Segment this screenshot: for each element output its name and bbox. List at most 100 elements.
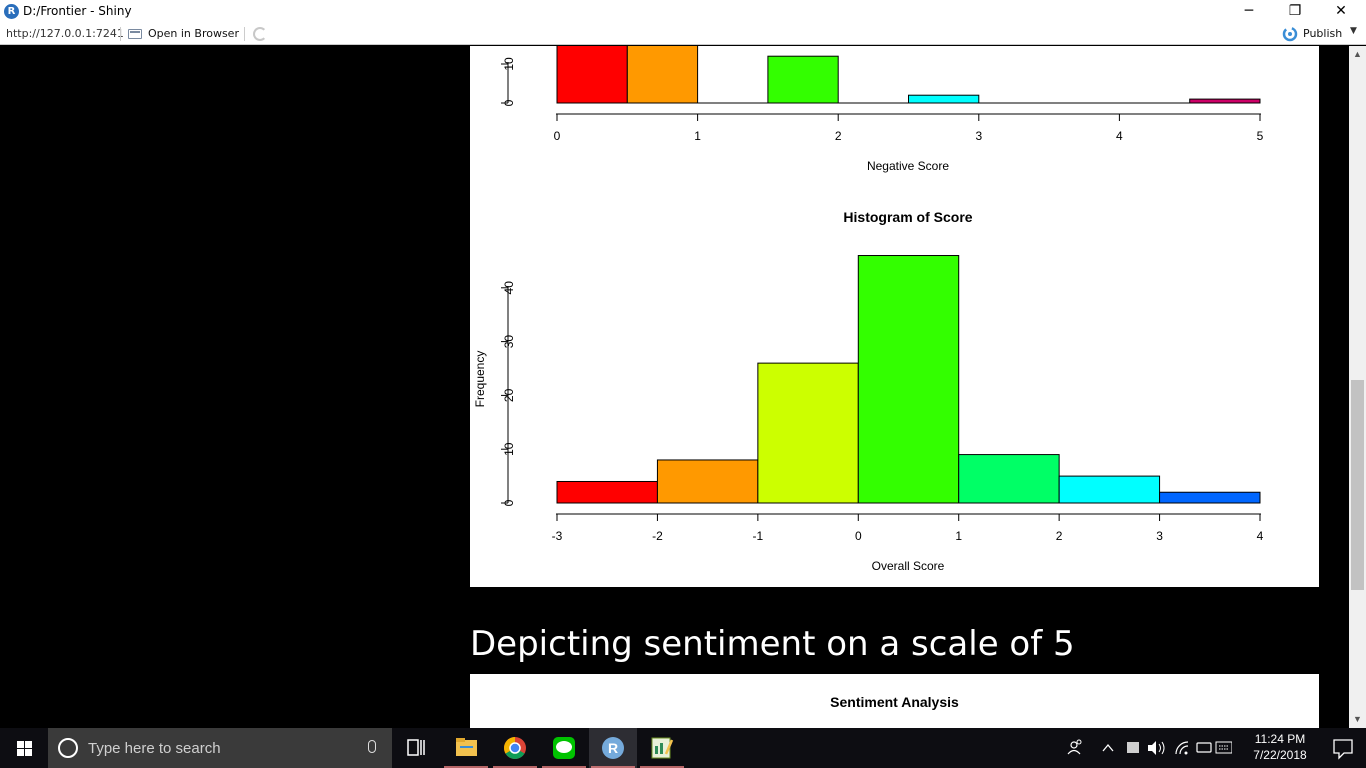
score-bar-1 <box>656 459 759 504</box>
r-app-icon: R <box>602 737 624 759</box>
negative-bar-5 <box>908 94 980 104</box>
score-x-tick-label: -1 <box>753 529 764 543</box>
section-heading: Depicting sentiment on a scale of 5 <box>470 624 1075 664</box>
negative-bar-9 <box>1189 98 1261 104</box>
scroll-down-arrow-icon[interactable]: ▼ <box>1353 714 1362 724</box>
negative-x-tick-label: 1 <box>694 129 701 143</box>
window-title: D:/Frontier - Shiny <box>23 4 132 18</box>
score-bar-0 <box>556 480 658 504</box>
taskbar-line[interactable] <box>540 728 588 768</box>
negative-bar-3 <box>767 55 839 104</box>
score-bar-2 <box>757 362 859 504</box>
notepad-icon <box>651 737 674 759</box>
score-y-tick-label: 10 <box>502 442 516 456</box>
score-x-tick-label: 4 <box>1257 529 1264 543</box>
refresh-icon[interactable] <box>253 27 267 41</box>
score-x-tick-label: 0 <box>855 529 862 543</box>
taskbar-chrome[interactable] <box>491 728 539 768</box>
svg-text:R: R <box>608 740 618 756</box>
score-x-tick-label: 2 <box>1056 529 1063 543</box>
close-button[interactable]: ✕ <box>1335 3 1347 19</box>
negative-bar-0 <box>556 46 628 104</box>
score-y-label: Frequency <box>473 351 487 408</box>
negative-x-tick-label: 0 <box>554 129 561 143</box>
score-y-tick-label: 30 <box>502 335 516 349</box>
score-bar-4 <box>958 454 1060 504</box>
negative-y-tick-label: 0 <box>502 99 516 106</box>
negative-score-bars <box>556 46 1261 104</box>
score-x-tick-label: 3 <box>1156 529 1163 543</box>
negative-y-tick-label: 10 <box>502 57 516 71</box>
address-bar: http://127.0.0.1:7241 Open in Browser Pu… <box>0 23 1366 45</box>
negative-x-label: Negative Score <box>867 159 949 173</box>
task-view-icon <box>407 739 425 756</box>
taskbar-search[interactable]: Type here to search <box>48 728 392 768</box>
chrome-icon <box>504 737 526 759</box>
negative-x-tick-label: 5 <box>1257 129 1264 143</box>
notifications-icon[interactable] <box>1322 728 1366 768</box>
score-x-tick-label: -2 <box>652 529 663 543</box>
browser-window-icon[interactable] <box>128 29 142 39</box>
scroll-thumb[interactable] <box>1351 380 1364 590</box>
score-x-tick-label: 1 <box>955 529 962 543</box>
negative-x-tick-label: 2 <box>835 129 842 143</box>
score-y-tick-label: 40 <box>502 281 516 295</box>
negative-x-tick-label: 3 <box>975 129 982 143</box>
microphone-icon[interactable] <box>368 740 376 753</box>
task-view-button[interactable] <box>392 728 440 768</box>
search-input[interactable]: Type here to search <box>88 740 221 757</box>
taskbar-editor[interactable] <box>638 728 686 768</box>
score-bar-3 <box>857 255 960 504</box>
score-x-label: Overall Score <box>872 559 945 573</box>
sentiment-chart-title: Sentiment Analysis <box>830 694 959 710</box>
taskbar: Type here to search <box>0 728 1366 768</box>
keyboard-icon[interactable] <box>1215 741 1232 754</box>
power-plug-icon[interactable] <box>1196 742 1212 753</box>
folder-icon <box>456 738 477 756</box>
clock-date: 7/22/2018 <box>1253 748 1307 762</box>
score-y-tick-label: 0 <box>502 499 516 506</box>
running-indicator <box>444 766 488 768</box>
battery-icon[interactable] <box>1127 742 1139 753</box>
score-y-tick-label: 20 <box>502 388 516 402</box>
chevron-up-icon[interactable] <box>1102 743 1114 752</box>
running-indicator <box>640 766 684 768</box>
score-bar-6 <box>1159 491 1261 504</box>
score-bars <box>556 255 1261 504</box>
running-indicator <box>542 766 586 768</box>
negative-bar-1 <box>626 46 699 104</box>
minimize-button[interactable]: ─ <box>1244 3 1254 19</box>
people-icon[interactable] <box>1067 739 1082 755</box>
chevron-down-icon[interactable]: ▼ <box>1350 26 1357 36</box>
divider <box>244 27 245 41</box>
publish-icon[interactable] <box>1282 26 1298 42</box>
sentiment-panel: Sentiment Analysis <box>470 674 1319 728</box>
volume-icon[interactable] <box>1148 741 1165 755</box>
start-button[interactable] <box>0 728 48 768</box>
running-indicator <box>493 766 537 768</box>
score-bar-5 <box>1058 475 1161 504</box>
cortana-icon <box>58 738 78 758</box>
clock[interactable]: 11:24 PM 7/22/2018 <box>1244 731 1316 763</box>
taskbar-file-explorer[interactable] <box>442 728 490 768</box>
vertical-scrollbar[interactable]: ▲ ▼ <box>1349 46 1366 728</box>
line-app-icon <box>553 737 575 759</box>
wifi-icon[interactable] <box>1175 741 1189 755</box>
windows-logo-icon <box>17 741 24 748</box>
score-chart-title: Histogram of Score <box>843 209 972 225</box>
url-text[interactable]: http://127.0.0.1:7241 <box>6 27 124 40</box>
clock-time: 11:24 PM <box>1254 732 1306 746</box>
taskbar-rstudio[interactable]: R <box>589 728 637 768</box>
system-tray <box>1067 739 1232 755</box>
running-indicator <box>591 766 635 768</box>
publish-button[interactable]: Publish <box>1303 27 1343 40</box>
scroll-up-arrow-icon[interactable]: ▲ <box>1353 49 1362 59</box>
score-x-tick-label: -3 <box>552 529 563 543</box>
restore-button[interactable]: ❐ <box>1288 3 1302 19</box>
title-bar: R D:/Frontier - Shiny ─ ❐ ✕ <box>0 0 1366 23</box>
r-logo-icon: R <box>4 4 19 19</box>
open-in-browser-button[interactable]: Open in Browser <box>148 27 239 40</box>
